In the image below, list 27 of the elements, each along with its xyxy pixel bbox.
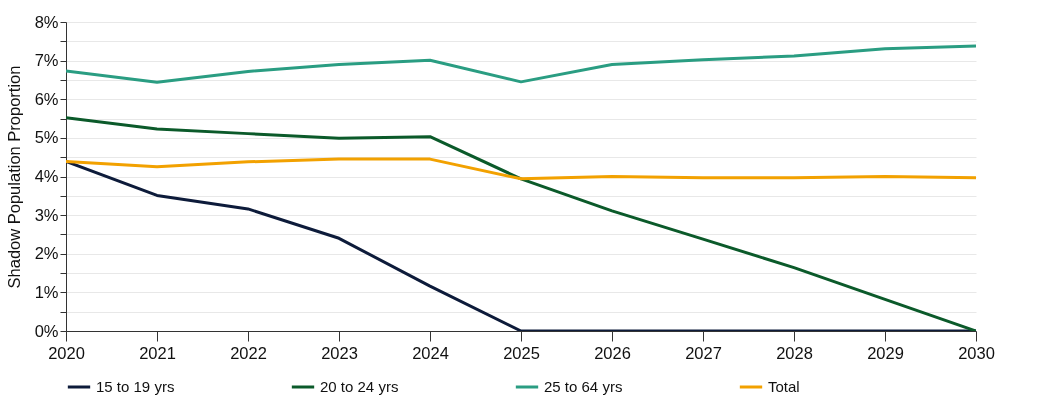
- x-tick-label: 2020: [48, 343, 85, 362]
- y-tick-label: 8%: [34, 12, 59, 31]
- x-tick-label: 2025: [503, 343, 540, 362]
- x-tick-label: 2023: [321, 343, 358, 362]
- legend-label: Total: [768, 378, 800, 395]
- legend-label: 15 to 19 yrs: [96, 378, 175, 395]
- x-tick-label: 2024: [412, 343, 449, 362]
- y-tick-label: 3%: [34, 205, 59, 224]
- line-series: [66, 44, 976, 84]
- legend-label: 20 to 24 yrs: [320, 378, 399, 395]
- line-series: [66, 157, 976, 181]
- y-tick-label: 6%: [34, 89, 59, 108]
- y-tick-label: 5%: [34, 128, 59, 147]
- y-tick-label: 2%: [34, 244, 59, 263]
- x-tick-label: 2029: [867, 343, 904, 362]
- x-tick-label: 2021: [139, 343, 176, 362]
- y-tick-label: 0%: [34, 321, 59, 340]
- y-tick-label: 1%: [34, 282, 59, 301]
- x-tick-label: 2030: [958, 343, 995, 362]
- x-tick-label: 2022: [230, 343, 267, 362]
- x-tick-label: 2028: [776, 343, 813, 362]
- x-tick-label: 2027: [685, 343, 722, 362]
- y-tick-label: 4%: [34, 167, 59, 185]
- y-tick-label: 7%: [34, 51, 59, 70]
- y-axis-title: Shadow Population Proportion: [4, 65, 23, 289]
- x-tick-label: 2026: [594, 343, 631, 362]
- legend-label: 25 to 64 yrs: [544, 378, 623, 395]
